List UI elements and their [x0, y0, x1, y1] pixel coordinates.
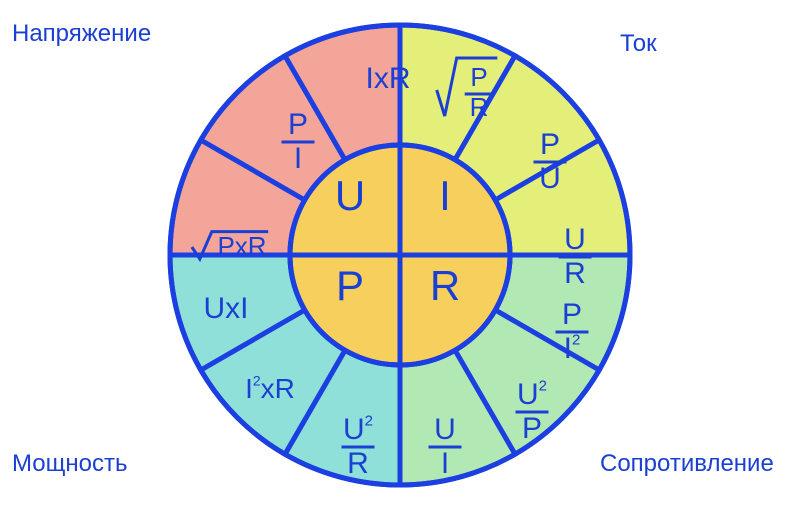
label-resistance: Сопротивление	[600, 450, 774, 478]
label-voltage: Напряжение	[12, 20, 151, 48]
ohms-law-wheel: UIPRPxRPIIxRPRPUURPI2U2PUIU2RI2xRUxI Нап…	[0, 0, 800, 510]
svg-text:R: R	[470, 92, 489, 122]
label-current: Ток	[620, 30, 657, 58]
svg-text:I2xR: I2xR	[245, 372, 295, 404]
wheel-svg: UIPRPxRPIIxRPRPUURPI2U2PUIU2RI2xRUxI	[0, 0, 800, 510]
svg-text:U: U	[335, 172, 365, 219]
svg-text:R: R	[430, 262, 460, 309]
svg-text:P: P	[522, 412, 542, 445]
svg-text:UxI: UxI	[204, 292, 249, 325]
svg-text:I: I	[294, 142, 302, 175]
svg-text:P: P	[288, 108, 308, 141]
svg-text:U: U	[539, 162, 561, 195]
svg-text:U: U	[564, 223, 586, 256]
svg-text:I: I	[441, 447, 449, 480]
svg-text:P: P	[336, 262, 364, 309]
svg-text:IxR: IxR	[366, 62, 411, 95]
svg-text:U: U	[434, 413, 456, 446]
svg-text:I: I	[439, 172, 451, 219]
svg-text:R: R	[564, 257, 586, 290]
svg-text:P: P	[470, 62, 487, 92]
label-power: Мощность	[12, 450, 127, 478]
svg-text:R: R	[347, 447, 369, 480]
svg-text:P: P	[562, 298, 582, 331]
svg-text:PxR: PxR	[217, 231, 266, 261]
svg-text:P: P	[540, 128, 560, 161]
